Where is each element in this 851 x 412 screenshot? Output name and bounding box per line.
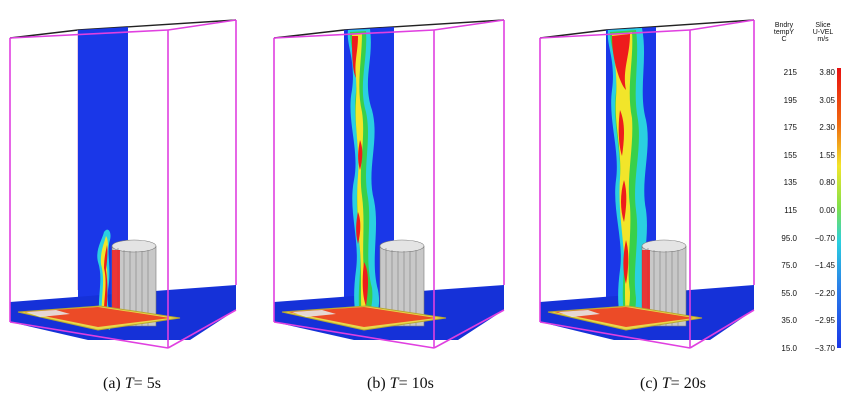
legend-left-tick: 135 bbox=[783, 178, 797, 188]
panel-b: (b) T= 10s bbox=[262, 0, 522, 392]
legend-right-tick: 2.30 bbox=[819, 123, 835, 133]
color-legend: Bndry tempY C Slice U-VEL m/s 215 195 175 1… bbox=[763, 0, 851, 370]
panel-c: (c) T= 20s bbox=[530, 0, 760, 392]
legend-right-tick: −2.20 bbox=[814, 288, 835, 298]
simulation-view-a bbox=[9, 19, 237, 349]
legend-right-header: Slice U-VEL m/s bbox=[812, 22, 834, 43]
legend-right-tick: −1.45 bbox=[814, 261, 835, 271]
legend-right-tick: 3.05 bbox=[819, 95, 835, 105]
legend-left-tick: 35.0 bbox=[781, 316, 797, 326]
legend-left-tick: 215 bbox=[783, 68, 797, 77]
legend-left-tick: 15.0 bbox=[781, 344, 797, 353]
legend-right-tick: 3.80 bbox=[819, 68, 835, 77]
simulation-view-b bbox=[273, 19, 505, 349]
legend-right-tick: −0.70 bbox=[814, 233, 835, 243]
legend-left-tick: 115 bbox=[784, 206, 797, 215]
legend-left-tick: 55.0 bbox=[781, 288, 797, 298]
legend-left-tick: 175 bbox=[783, 123, 797, 133]
legend-left-tick: 95.0 bbox=[781, 233, 797, 243]
caption-a: (a) T= 5s bbox=[103, 375, 161, 392]
simulation-view-c bbox=[539, 19, 755, 349]
legend-right-tick: −3.70 bbox=[814, 344, 835, 353]
legend-right-tick: 0.80 bbox=[819, 178, 835, 188]
legend-right-tick: 0.00 bbox=[819, 206, 835, 215]
legend-right-tick: −2.95 bbox=[814, 316, 835, 326]
legend-left-header: Bndry tempY C bbox=[773, 22, 795, 43]
panel-a: (a) T= 5s bbox=[0, 0, 250, 392]
legend-left-tick: 195 bbox=[783, 95, 797, 105]
caption-c: (c) T= 20s bbox=[640, 375, 706, 392]
legend-left-tick: 75.0 bbox=[781, 261, 797, 271]
colorbar bbox=[837, 68, 841, 348]
legend-right-tick: 1.55 bbox=[819, 150, 835, 160]
legend-left-tick: 155 bbox=[783, 150, 797, 160]
caption-b: (b) T= 10s bbox=[367, 375, 434, 392]
